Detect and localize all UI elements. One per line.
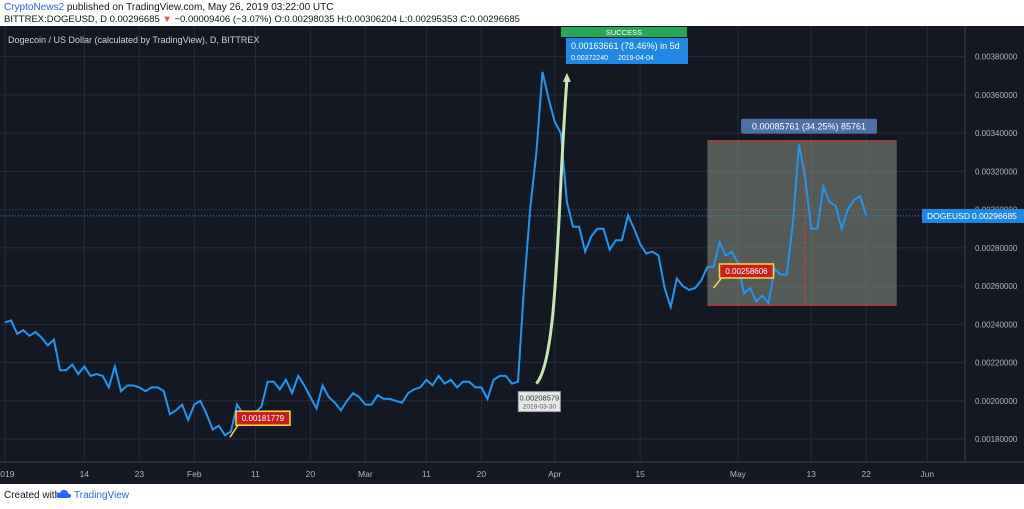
time-axis[interactable]: 2019 14 23 Feb 11 20 Mar 11 20 Apr 15 May 13 22 Jun [0, 469, 934, 479]
created-with-label: Created with [4, 490, 61, 501]
x-tick-label: Apr [548, 469, 561, 479]
peak-label-date: 2019-04-04 [618, 55, 654, 62]
last-price-value: 0.00296685 [972, 211, 1017, 221]
author-link[interactable]: CryptoNews2 [4, 2, 65, 13]
symbol-line: BITTREX:DOGEUSD, D 0.00296685 ▼ −0.00009… [4, 14, 520, 25]
y-tick-label: 0.00240000 [975, 320, 1018, 329]
x-tick-label: 2019 [0, 469, 15, 479]
peak-label-change: 0.00163661 (78.46%) in 5d [571, 41, 680, 51]
publish-info: published on TradingView.com, May 26, 20… [66, 2, 334, 13]
range-start-pointer [712, 277, 723, 289]
annotations: DOGEUSD 0.00296685 0.00181779 0.00258606 0.0… [229, 27, 1024, 438]
x-tick-label: 22 [861, 469, 871, 479]
x-tick-label: 23 [135, 469, 145, 479]
ohlc-values: O:0.00298035 H:0.00306204 L:0.00295353 C… [274, 14, 520, 25]
x-tick-label: 20 [477, 469, 487, 479]
range-label-box [741, 118, 877, 134]
y-tick-label: 0.00360000 [975, 91, 1018, 100]
x-tick-label: 13 [806, 469, 816, 479]
curve-arrow-head [562, 72, 571, 82]
x-tick-label: 11 [251, 469, 260, 479]
tradingview-brand-link[interactable]: TradingView [74, 490, 130, 501]
tradingview-cloud-icon [56, 489, 72, 498]
chart-title: Dogecoin / US Dollar (calculated by Trad… [8, 35, 259, 45]
x-tick-label: May [730, 469, 747, 479]
peak-label-box [566, 38, 688, 64]
last-price-badge [922, 208, 1024, 223]
low-label-pointer [229, 424, 239, 438]
y-tick-label: 0.00180000 [975, 435, 1018, 444]
range-start-label-box [718, 263, 775, 279]
start-label-value: 0.00208579 [520, 394, 560, 403]
x-tick-label: 14 [80, 469, 90, 479]
y-tick-label: 0.00280000 [975, 244, 1018, 253]
y-tick-label: 0.00320000 [975, 167, 1018, 176]
x-tick-label: 15 [635, 469, 645, 479]
x-tick-label: 11 [422, 469, 431, 479]
price-chart[interactable]: Dogecoin / US Dollar (calculated by Trad… [0, 26, 1024, 484]
y-tick-label: 0.00260000 [975, 282, 1018, 291]
symbol-name: BITTREX:DOGEUSD, D [4, 14, 107, 25]
projection-curve [535, 79, 569, 385]
x-tick-label: Jun [920, 469, 934, 479]
y-tick-label: 0.00340000 [975, 129, 1018, 138]
down-arrow-icon: ▼ [162, 14, 172, 25]
range-start-label-text: 0.00258606 [725, 267, 768, 276]
success-badge-text: SUCCESS [606, 28, 642, 37]
price-series-line [4, 71, 868, 437]
peak-label-price: 0.00372240 [571, 55, 608, 62]
low-label-box [235, 410, 291, 426]
y-tick-label: 0.00380000 [975, 53, 1018, 62]
x-tick-label: Mar [358, 469, 373, 479]
x-tick-label: 20 [306, 469, 316, 479]
price-range-measure[interactable]: 0.00085761 (34.25%) 85761 [707, 118, 897, 306]
last-price: 0.00296685 [109, 14, 160, 25]
start-label-date: 2019-03-30 [523, 404, 557, 411]
publish-header: CryptoNews2 published on TradingView.com… [0, 0, 1024, 26]
x-tick-label: Feb [187, 469, 202, 479]
y-tick-label: 0.00220000 [975, 359, 1018, 368]
publish-line: CryptoNews2 published on TradingView.com… [4, 2, 333, 13]
y-tick-label: 0.00200000 [975, 397, 1018, 406]
success-badge [561, 27, 687, 37]
footer: Created with TradingView [0, 484, 1024, 509]
low-label-text: 0.00181779 [242, 414, 285, 423]
range-label-text: 0.00085761 (34.25%) 85761 [752, 122, 866, 132]
last-price-symbol: DOGEUSD [927, 211, 970, 221]
price-change: −0.00009406 (−3.07%) [174, 14, 272, 25]
start-label-box [517, 391, 561, 413]
